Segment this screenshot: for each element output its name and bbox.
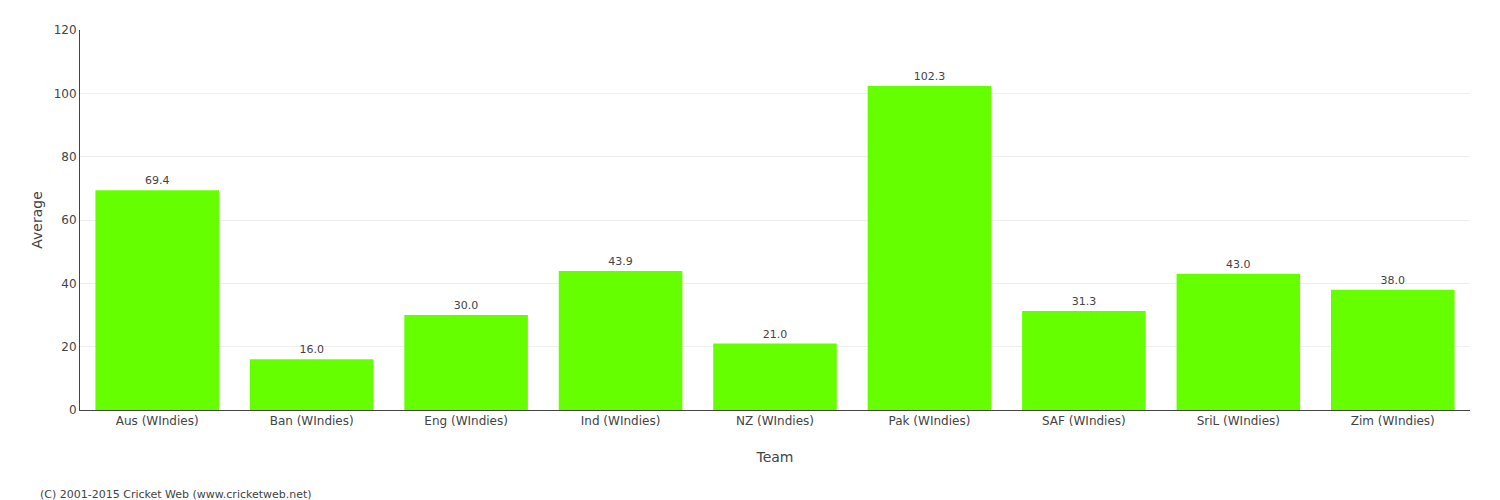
svg-text:31.3: 31.3 (1072, 295, 1097, 308)
svg-text:43.9: 43.9 (608, 255, 633, 268)
svg-text:Ind (WIndies): Ind (WIndies) (581, 414, 661, 428)
svg-text:Team: Team (755, 449, 793, 465)
svg-text:60: 60 (61, 213, 76, 227)
svg-text:NZ (WIndies): NZ (WIndies) (736, 414, 814, 428)
svg-text:0: 0 (69, 403, 77, 417)
svg-text:16.0: 16.0 (299, 343, 324, 356)
svg-text:SriL (WIndies): SriL (WIndies) (1197, 414, 1280, 428)
svg-text:Pak (WIndies): Pak (WIndies) (889, 414, 971, 428)
svg-text:Zim (WIndies): Zim (WIndies) (1351, 414, 1435, 428)
svg-text:(C) 2001-2015 Cricket Web (www: (C) 2001-2015 Cricket Web (www.cricketwe… (40, 488, 312, 500)
svg-text:20: 20 (61, 340, 76, 354)
svg-text:Ban (WIndies): Ban (WIndies) (270, 414, 354, 428)
svg-text:40: 40 (61, 277, 76, 291)
svg-text:69.4: 69.4 (145, 174, 170, 187)
svg-text:102.3: 102.3 (914, 70, 946, 83)
svg-text:21.0: 21.0 (763, 328, 788, 341)
svg-text:38.0: 38.0 (1381, 274, 1406, 287)
svg-text:80: 80 (61, 150, 76, 164)
svg-text:43.0: 43.0 (1226, 258, 1251, 271)
svg-text:30.0: 30.0 (454, 299, 479, 312)
svg-text:Aus (WIndies): Aus (WIndies) (116, 414, 199, 428)
svg-text:Average: Average (29, 191, 45, 249)
svg-text:100: 100 (54, 87, 77, 101)
svg-text:Eng (WIndies): Eng (WIndies) (424, 414, 508, 428)
svg-text:120: 120 (54, 23, 77, 37)
svg-text:SAF (WIndies): SAF (WIndies) (1042, 414, 1126, 428)
